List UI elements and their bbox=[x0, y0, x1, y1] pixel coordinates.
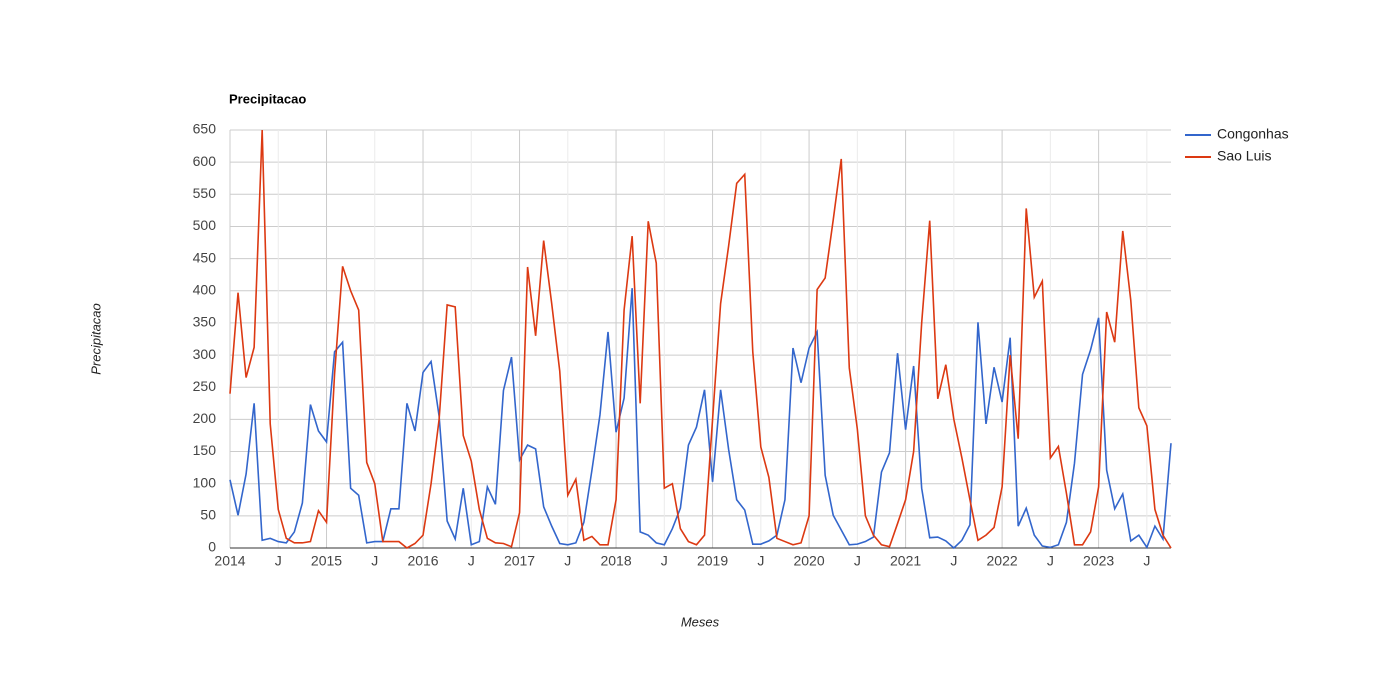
y-tick-label: 550 bbox=[193, 185, 217, 201]
x-tick-label: J bbox=[1047, 553, 1054, 569]
x-tick-label: 2014 bbox=[214, 553, 245, 569]
y-tick-label: 0 bbox=[208, 539, 216, 555]
x-tick-label: J bbox=[275, 553, 282, 569]
y-tick-label: 600 bbox=[193, 153, 217, 169]
x-tick-label: 2021 bbox=[890, 553, 921, 569]
y-tick-label: 200 bbox=[193, 410, 217, 426]
y-tick-label: 450 bbox=[193, 249, 217, 265]
x-tick-label: 2022 bbox=[987, 553, 1018, 569]
y-tick-label: 250 bbox=[193, 378, 217, 394]
x-tick-label: 2019 bbox=[697, 553, 728, 569]
x-tick-label: J bbox=[468, 553, 475, 569]
x-tick-label: J bbox=[1143, 553, 1150, 569]
x-tick-label: 2018 bbox=[600, 553, 631, 569]
x-tick-label: 2023 bbox=[1083, 553, 1114, 569]
x-tick-label: J bbox=[371, 553, 378, 569]
series-line bbox=[229, 288, 1172, 550]
x-tick-label: J bbox=[661, 553, 668, 569]
x-tick-label: J bbox=[950, 553, 957, 569]
y-tick-label: 300 bbox=[193, 346, 217, 362]
x-tick-label: 2017 bbox=[504, 553, 535, 569]
x-tick-label: J bbox=[757, 553, 764, 569]
series-line bbox=[229, 129, 1172, 549]
x-axis-title: Meses bbox=[681, 614, 720, 629]
y-tick-label: 350 bbox=[193, 314, 217, 330]
x-tick-label: 2015 bbox=[311, 553, 342, 569]
y-tick-label: 650 bbox=[193, 121, 217, 137]
y-tick-label: 150 bbox=[193, 442, 217, 458]
legend-label: Sao Luis bbox=[1217, 148, 1271, 164]
y-tick-label: 400 bbox=[193, 281, 217, 297]
y-axis-title: Precipitacao bbox=[88, 303, 103, 375]
y-tick-label: 500 bbox=[193, 217, 217, 233]
legend-label: Congonhas bbox=[1217, 126, 1289, 142]
x-tick-label: J bbox=[564, 553, 571, 569]
x-tick-label: 2016 bbox=[407, 553, 438, 569]
x-tick-label: J bbox=[854, 553, 861, 569]
chart-title: Precipitacao bbox=[229, 91, 306, 106]
y-tick-label: 100 bbox=[193, 474, 217, 490]
x-tick-label: 2020 bbox=[793, 553, 824, 569]
y-tick-label: 50 bbox=[200, 507, 216, 523]
